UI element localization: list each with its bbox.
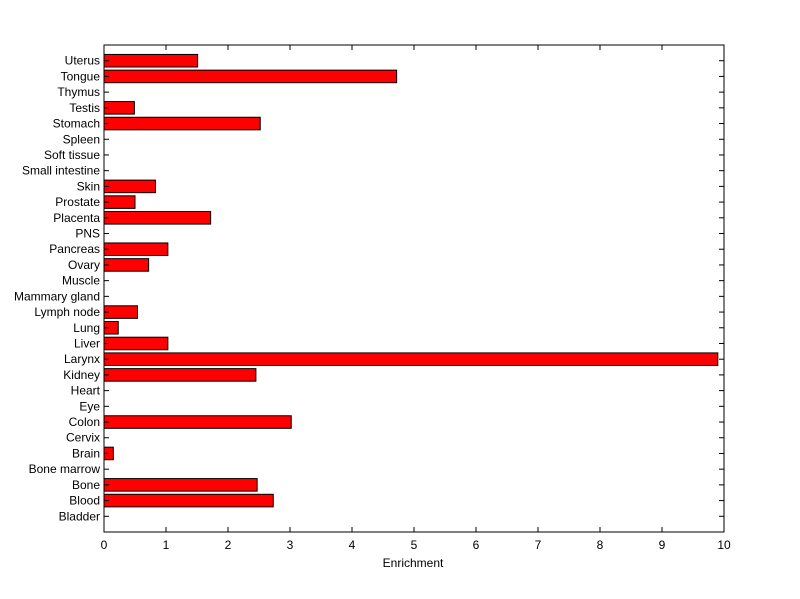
y-tick-label: Small intestine [22,164,100,178]
y-tick-label: Skin [77,179,100,193]
y-tick-label: Eye [79,399,100,413]
x-tick-label: 8 [597,538,604,552]
bar-lymph-node [103,305,138,319]
bar-tongue [103,69,398,84]
y-tick-label: Pancreas [49,242,100,256]
y-tick-label: Ovary [68,258,100,272]
y-tick-label: Kidney [63,368,100,382]
y-tick-label: Colon [69,415,100,429]
y-tick-label: Stomach [53,117,100,131]
bar-larynx [103,352,719,366]
y-tick-label: Lung [73,321,100,335]
x-tick-label: 3 [287,538,294,552]
y-tick-label: Blood [69,494,100,508]
y-tick-label: Brain [72,446,100,460]
x-tick-label: 5 [411,538,418,552]
y-tick-label: Spleen [63,132,100,146]
y-tick-label: Larynx [64,352,100,366]
x-tick-label: 0 [101,538,108,552]
y-tick-label: Muscle [62,274,100,288]
x-tick-label: 6 [473,538,480,552]
bar-skin [103,179,156,194]
bar-bone [103,478,258,492]
bar-colon [103,415,292,429]
y-tick-label: Mammary gland [14,289,100,303]
y-tick-label: Bone [72,478,100,492]
y-tick-label: Cervix [66,431,100,445]
bar-blood [103,493,274,508]
y-tick-label: Testis [69,101,100,115]
bar-uterus [103,53,199,68]
y-tick-label: Bladder [59,509,100,523]
y-tick-label: Soft tissue [44,148,100,162]
bar-stomach [103,116,261,131]
x-tick-label: 9 [659,538,666,552]
y-tick-label: PNS [75,227,100,241]
y-tick-label: Lymph node [34,305,100,319]
x-tick-label: 4 [349,538,356,552]
y-tick-label: Heart [71,384,101,398]
y-tick-label: Placenta [53,211,100,225]
y-tick-label: Liver [74,336,100,350]
x-axis-title: Enrichment [383,556,444,570]
x-tick-label: 7 [535,538,542,552]
bar-ovary [103,258,150,272]
bar-pancreas [103,242,169,257]
bar-liver [103,336,169,351]
y-tick-label: Thymus [57,85,100,99]
bar-placenta [103,211,212,225]
x-tick-label: 10 [717,538,731,552]
x-tick-label: 2 [225,538,232,552]
x-tick-label: 1 [163,538,170,552]
bar-kidney [103,368,257,382]
y-tick-label: Bone marrow [29,462,101,476]
y-tick-label: Tongue [61,69,101,83]
x-axis: 0 1 2 3 4 5 6 7 8 9 10 [101,45,731,552]
y-tick-label: Uterus [65,54,100,68]
y-tick-label: Prostate [55,195,100,209]
